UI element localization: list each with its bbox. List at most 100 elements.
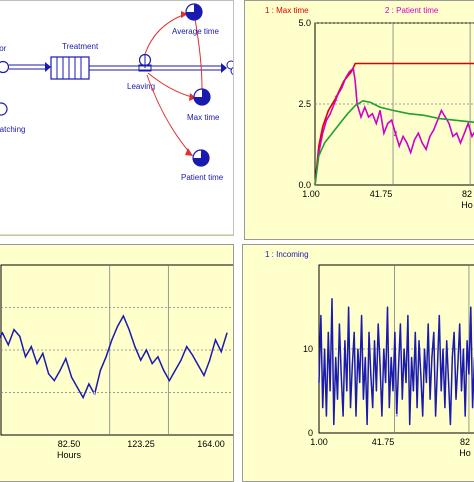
- data-point: [391, 357, 392, 358]
- data-point: [385, 382, 386, 383]
- data-point: [326, 416, 327, 417]
- data-point: [324, 348, 325, 349]
- data-point: [380, 365, 381, 366]
- data-point: [350, 407, 351, 408]
- data-point: [354, 332, 355, 333]
- y-tick-label: 5.0: [298, 18, 311, 28]
- data-point: [454, 120, 455, 121]
- data-point: [332, 133, 333, 134]
- data-point: [318, 382, 319, 383]
- data-point: [345, 78, 346, 79]
- data-point: [439, 315, 440, 316]
- data-point: [414, 139, 415, 140]
- data-point: [140, 360, 141, 361]
- series-marker: 2: [393, 131, 397, 138]
- data-point: [157, 356, 158, 357]
- x-tick-label: 1.00: [302, 189, 320, 199]
- matching-converter-icon[interactable]: [0, 103, 7, 115]
- legend-entry: 1 : Max time: [265, 6, 309, 15]
- actor-converter-icon[interactable]: [0, 62, 9, 73]
- data-point: [378, 323, 379, 324]
- data-point: [359, 382, 360, 383]
- data-point: [422, 142, 423, 143]
- data-point: [8, 344, 9, 345]
- data-point: [368, 116, 369, 117]
- data-point: [77, 387, 78, 388]
- data-point: [343, 416, 344, 417]
- data-point: [65, 358, 66, 359]
- leaving-valve-icon[interactable]: [139, 54, 151, 71]
- treatment-label: Treatment: [62, 42, 99, 51]
- data-point: [71, 377, 72, 378]
- data-point: [468, 123, 469, 124]
- data-point: [221, 351, 222, 352]
- x-tick-label: 41.75: [370, 189, 393, 199]
- data-point: [362, 100, 363, 101]
- data-point: [433, 129, 434, 130]
- data-point: [389, 407, 390, 408]
- data-point: [347, 113, 348, 114]
- data-point: [471, 136, 472, 137]
- data-point: [361, 315, 362, 316]
- data-point: [318, 155, 319, 156]
- x-tick-label: 123.25: [127, 439, 155, 449]
- x-tick-label: 1.00: [310, 437, 328, 447]
- data-point: [355, 105, 356, 106]
- data-point: [333, 424, 334, 425]
- data-point: [322, 126, 323, 127]
- data-point: [36, 363, 37, 364]
- data-point: [324, 142, 325, 143]
- series-marker: 1: [93, 392, 97, 399]
- data-point: [394, 332, 395, 333]
- treatment-conveyor-icon[interactable]: [51, 57, 89, 79]
- data-point: [463, 348, 464, 349]
- series-line: [319, 299, 474, 425]
- data-point: [25, 356, 26, 357]
- matching-label: matching: [0, 125, 25, 134]
- data-point: [330, 390, 331, 391]
- data-point: [19, 336, 20, 337]
- series-marker: 1: [395, 414, 399, 421]
- data-point: [360, 116, 361, 117]
- data-point: [339, 323, 340, 324]
- data-point: [452, 136, 453, 137]
- data-point: [408, 113, 409, 114]
- data-point: [424, 115, 425, 116]
- data-point: [460, 142, 461, 143]
- data-point: [420, 374, 421, 375]
- data-point: [146, 349, 147, 350]
- data-point: [442, 348, 443, 349]
- model-diagram: ctor matching Treatment: [0, 1, 234, 236]
- data-point: [399, 146, 400, 147]
- plot-frame: [315, 23, 474, 185]
- data-point: [100, 370, 101, 371]
- x-tick-label: 82.50: [58, 439, 81, 449]
- data-point: [445, 116, 446, 117]
- data-point: [54, 380, 55, 381]
- average-time-dial-icon[interactable]: [186, 4, 202, 20]
- data-point: [406, 142, 407, 143]
- average-time-label: Average time: [172, 27, 220, 36]
- data-point: [175, 370, 176, 371]
- data-point: [387, 306, 388, 307]
- x-axis-label: Ho: [461, 200, 473, 210]
- patient-time-label: Patient time: [181, 173, 224, 182]
- data-point: [60, 370, 61, 371]
- data-point: [439, 118, 440, 119]
- max-time-dial-icon[interactable]: [194, 89, 210, 105]
- legend-entry: 1 : Incoming: [265, 250, 309, 259]
- data-point: [452, 357, 453, 358]
- data-point: [418, 133, 419, 134]
- data-point: [88, 383, 89, 384]
- data-point: [470, 121, 471, 122]
- data-point: [459, 323, 460, 324]
- data-point: [326, 120, 327, 121]
- data-point: [348, 306, 349, 307]
- data-point: [431, 357, 432, 358]
- data-point: [456, 133, 457, 134]
- data-point: [42, 353, 43, 354]
- patient-time-dial-icon[interactable]: [193, 150, 209, 166]
- data-point: [334, 103, 335, 104]
- data-point: [198, 365, 199, 366]
